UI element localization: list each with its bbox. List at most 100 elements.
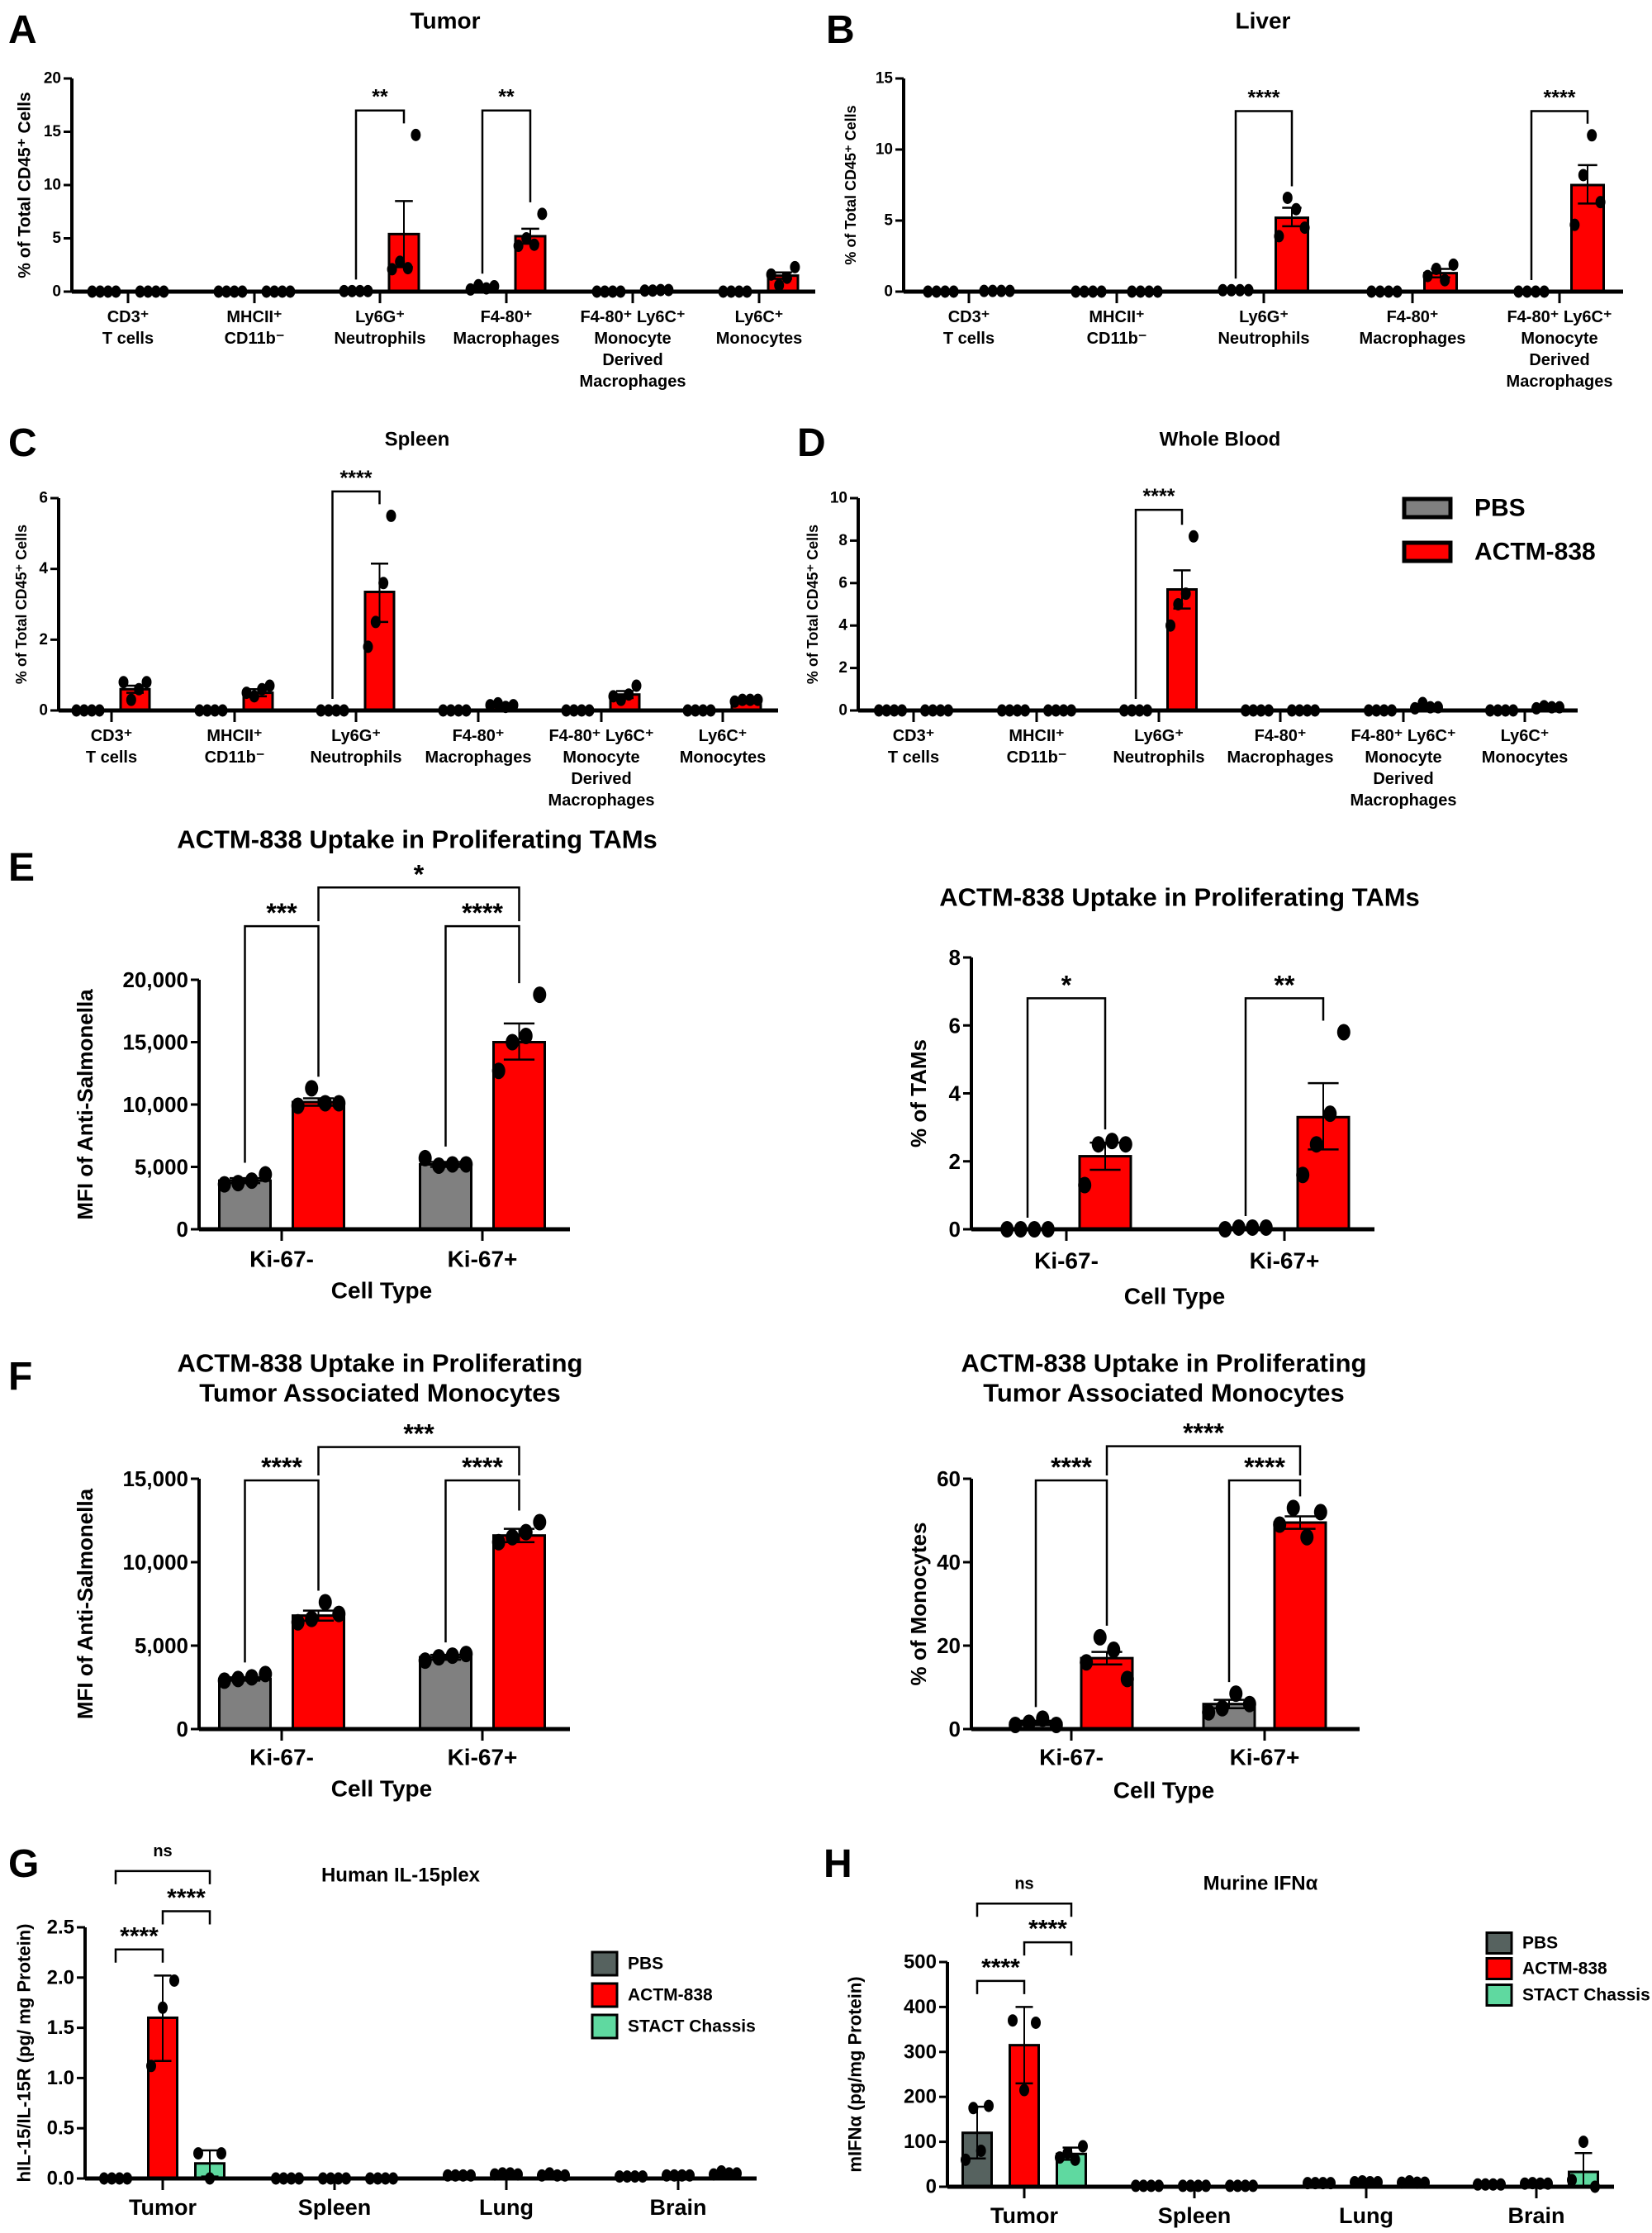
y-tick-label: 200: [904, 2086, 937, 2108]
y-tick-label: 4: [838, 617, 847, 634]
significance-bracket: [1034, 1479, 1108, 1708]
y-tick-label: 2.0: [47, 1966, 74, 1988]
data-point: [506, 1033, 520, 1051]
legend-swatch: [1485, 1931, 1513, 1955]
y-tick-label: 0: [177, 1717, 188, 1741]
data-point: [418, 1149, 432, 1166]
data-point: [264, 679, 275, 692]
x-tick-label: CD3⁺: [107, 308, 150, 326]
x-axis-label: Cell Type: [1113, 1778, 1214, 1803]
legend-swatch: [1402, 540, 1453, 563]
data-point: [169, 1974, 179, 1987]
chart-title: Human IL-15plex: [321, 1865, 481, 1887]
data-point: [1578, 2136, 1588, 2149]
x-tick-label: F4-80⁺: [1387, 308, 1439, 326]
chart-panel-g: Human IL-15plex hIL-15/IL-15R (pg/ mg Pro…: [14, 1842, 757, 2220]
x-tick-label: Neutrophils: [1113, 748, 1204, 767]
significance-bracket: [244, 1479, 320, 1663]
significance-bracket: [244, 924, 320, 1163]
x-tick-label: Derived: [602, 351, 662, 369]
x-tick-label: Tumor: [129, 2195, 197, 2220]
y-tick-label: 500: [904, 1951, 937, 1974]
data-point: [332, 1095, 346, 1112]
legend-swatch: [591, 1950, 619, 1977]
y-tick-label: 60: [937, 1466, 961, 1491]
data-point: [1300, 1528, 1314, 1546]
significance-bracket: [976, 1903, 1073, 1917]
y-tick-label: 0.5: [47, 2117, 74, 2140]
data-point: [370, 615, 381, 629]
x-tick-label: T cells: [888, 748, 939, 767]
significance-label: ****: [120, 1922, 159, 1950]
x-tick-label: Macrophages: [580, 373, 686, 391]
data-point: [1070, 2153, 1080, 2166]
data-point: [134, 682, 145, 696]
x-tick-label: T cells: [86, 748, 137, 767]
x-tick-label: MHCII⁺: [226, 308, 282, 326]
x-tick-label: Derived: [1373, 770, 1433, 788]
chart-panel-c: Spleen % of Total CD45⁺ Cells 0 2 4 6 CD3⁺ T ce…: [13, 429, 778, 810]
data-point: [1569, 218, 1580, 231]
data-point: [1309, 1136, 1323, 1153]
data-point: [459, 1156, 473, 1173]
y-axis-label: % of Total CD45⁺ Cells: [843, 105, 859, 264]
data-point: [608, 690, 619, 703]
x-tick-label: Ki-67+: [448, 1247, 518, 1272]
y-tick-label: 10,000: [122, 1550, 188, 1575]
x-tick-label: F4-80⁺: [1255, 727, 1307, 745]
data-point: [1282, 191, 1293, 204]
data-point: [533, 986, 547, 1004]
data-point: [519, 1027, 533, 1044]
y-tick-label: 5: [52, 230, 61, 247]
data-point: [1313, 1504, 1327, 1521]
bar: [292, 1614, 345, 1731]
x-tick-label: T cells: [943, 330, 995, 348]
data-point: [1107, 1641, 1121, 1659]
x-tick-label: Macrophages: [1507, 373, 1613, 391]
data-point: [1286, 1499, 1300, 1517]
data-point: [146, 2060, 156, 2073]
significance-label: ****: [1244, 1452, 1285, 1482]
legend-swatch: [1402, 496, 1453, 520]
significance-label: ****: [1248, 87, 1280, 110]
significance-label: **: [1275, 970, 1295, 1000]
x-tick-label: Ly6G⁺: [1134, 727, 1184, 745]
data-point: [1165, 619, 1175, 632]
panel-letter-g: G: [8, 1842, 39, 1886]
data-point: [291, 1097, 305, 1114]
y-tick-label: 0: [177, 1217, 188, 1242]
significance-label: ****: [1544, 87, 1576, 110]
data-point: [737, 693, 748, 706]
x-tick-label: Macrophages: [453, 330, 560, 348]
data-point: [432, 1157, 446, 1174]
significance-label: ns: [153, 1842, 172, 1860]
significance-bracket: [331, 490, 381, 699]
data-point: [533, 1513, 547, 1531]
data-point: [492, 696, 503, 710]
y-tick-label: 40: [937, 1550, 961, 1575]
x-tick-label: F4-80⁺ Ly6C⁺: [548, 727, 653, 745]
data-point: [615, 693, 626, 706]
y-tick-label: 4: [39, 560, 48, 577]
data-point: [781, 271, 792, 284]
data-point: [1291, 202, 1302, 216]
legend-swatch: [591, 2013, 619, 2040]
x-tick-label: MHCII⁺: [206, 727, 262, 745]
x-tick-label: CD11b⁻: [205, 748, 265, 767]
x-tick-label: F4-80⁺: [453, 727, 505, 745]
y-tick-label: 4: [949, 1081, 961, 1106]
y-tick-label: 6: [949, 1013, 961, 1038]
data-point: [1357, 2174, 1368, 2188]
x-tick-label: Spleen: [298, 2195, 372, 2220]
data-point: [1031, 2016, 1041, 2029]
x-tick-label: F4-80⁺ Ly6C⁺: [580, 308, 685, 326]
data-point: [217, 1176, 231, 1193]
significance-label: ****: [1051, 1452, 1092, 1482]
significance-label: ****: [340, 467, 373, 490]
y-tick-label: 1.0: [47, 2067, 74, 2089]
x-tick-label: Ly6C⁺: [1501, 727, 1550, 745]
legend-label: PBS: [1474, 495, 1526, 522]
y-tick-label: 0: [52, 283, 61, 301]
x-tick-label: Lung: [1339, 2203, 1393, 2228]
